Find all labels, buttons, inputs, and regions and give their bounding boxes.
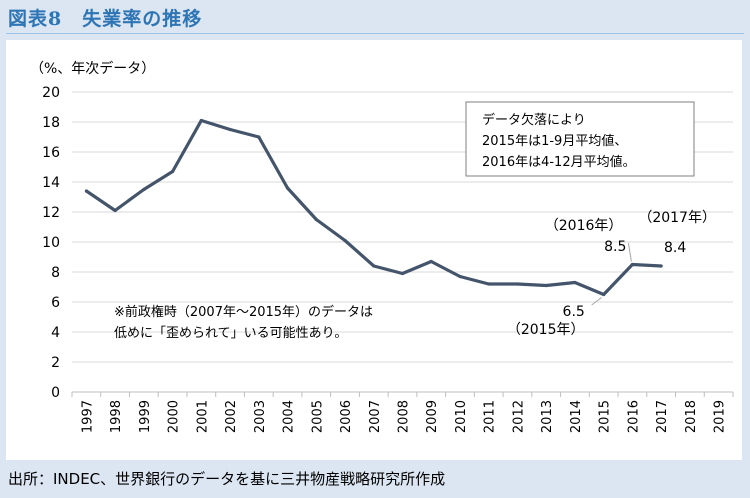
x-tick-label: 2013 <box>540 400 555 433</box>
x-tick-label: 2002 <box>224 400 239 433</box>
data-point-2017 <box>659 264 663 268</box>
data-point-2015 <box>602 292 606 297</box>
unemployment-line-chart: 0 2 4 6 8 10 12 14 16 18 20 1997 1998 1999 2000 2001 20… <box>30 60 734 433</box>
x-tick-label: 2007 <box>368 400 383 433</box>
data-point-2009 <box>429 259 433 264</box>
previous-government-note-line: ※前政権時（2007年～2015年）のデータは <box>114 304 373 320</box>
leader-line-2016 <box>627 242 632 262</box>
data-point-2000 <box>170 169 175 174</box>
previous-government-note: ※前政権時（2007年～2015年）のデータは低めに「歪められて」いる可能性あり… <box>114 304 373 341</box>
x-tick-label: 2006 <box>339 400 354 433</box>
y-tick-label: 2 <box>51 355 60 371</box>
data-point-2012 <box>515 282 520 286</box>
x-tick-label: 2018 <box>684 400 699 433</box>
data-label-2016: （2016年） <box>545 218 623 234</box>
data-point-2002 <box>228 127 232 132</box>
title-divider <box>6 33 744 34</box>
data-label-2016: 8.5 <box>604 239 626 255</box>
x-tick-label: 2010 <box>454 400 469 433</box>
data-gap-note: データ欠落により 2015年は1-9月平均値、 2016年は4-12月平均値。 <box>482 112 636 170</box>
data-point-1998 <box>113 208 117 213</box>
x-tick-label: 2009 <box>425 400 440 433</box>
data-point-2004 <box>285 186 290 190</box>
leader-line-2015 <box>591 297 602 306</box>
y-tick-label: 12 <box>42 205 60 221</box>
y-tick-label: 18 <box>42 115 60 131</box>
x-tick-label: 2015 <box>598 400 613 433</box>
data-point-2010 <box>458 274 462 279</box>
data-point-2016 <box>630 262 635 267</box>
x-axis-ticks: 1997 1998 1999 2000 2001 2002 2003 2004 2005 2006… <box>71 392 734 433</box>
data-point-2008 <box>400 271 405 276</box>
data-gap-note-box <box>465 101 695 177</box>
data-point-2003 <box>257 135 261 139</box>
x-tick-label: 2000 <box>167 400 182 433</box>
data-label-2015: （2015年） <box>507 322 585 338</box>
x-tick-label: 2003 <box>253 400 268 433</box>
y-tick-label: 8 <box>51 265 60 281</box>
y-tick-label: 10 <box>42 235 60 251</box>
x-tick-label: 2012 <box>511 400 526 433</box>
data-gap-note-line: 2015年は1-9月平均値、 <box>482 133 627 149</box>
data-label-2015: 6.5 <box>563 304 585 320</box>
data-point-2013 <box>544 283 548 288</box>
x-tick-label: 2008 <box>397 400 412 433</box>
x-tick-label: 2011 <box>483 400 498 433</box>
data-points <box>84 118 663 297</box>
y-tick-label: 0 <box>51 385 60 401</box>
x-tick-label: 2004 <box>282 400 297 433</box>
x-tick-label: 2014 <box>569 400 584 433</box>
data-point-2006 <box>343 238 347 243</box>
y-axis-unit-label: （%、年次データ） <box>30 60 155 77</box>
data-point-2007 <box>372 264 376 268</box>
data-point-2001 <box>199 118 203 123</box>
grid-lines <box>72 91 733 363</box>
x-tick-label: 2017 <box>655 400 670 433</box>
y-tick-label: 14 <box>42 175 60 191</box>
x-tick-label: 1998 <box>109 400 124 433</box>
data-gap-note-line: 2016年は4-12月平均値。 <box>482 154 636 170</box>
x-tick-label: 2001 <box>195 400 210 433</box>
data-point-2005 <box>314 217 318 222</box>
data-point-1999 <box>142 187 146 192</box>
data-point-2011 <box>487 282 491 286</box>
y-tick-label: 6 <box>51 295 60 311</box>
x-tick-label: 1997 <box>80 400 95 433</box>
x-tick-label: 2019 <box>713 400 728 433</box>
data-label-2017: （2017年） <box>638 210 716 226</box>
x-tick-label: 2016 <box>626 400 641 433</box>
previous-government-note-line: 低めに「歪められて」いる可能性あり。 <box>114 326 347 341</box>
source-note: 出所：INDEC、世界銀行のデータを基に三井物産戦略研究所作成 <box>8 470 446 488</box>
chart-panel: 0 2 4 6 8 10 12 14 16 18 20 1997 1998 1999 2000 2001 20… <box>6 40 742 460</box>
y-tick-label: 4 <box>51 325 60 341</box>
y-tick-label: 16 <box>42 145 60 161</box>
figure-title: 図表8 失業率の推移 <box>8 8 203 30</box>
y-tick-label: 20 <box>42 85 60 101</box>
data-gap-note-line: データ欠落により <box>482 112 586 128</box>
x-tick-label: 1999 <box>138 400 153 433</box>
data-point-1997 <box>84 189 88 193</box>
y-axis-ticks: 0 2 4 6 8 10 12 14 16 18 20 <box>42 85 60 401</box>
data-labels: （2016年） 8.5 （2017年） 8.4 6.5 （2015年） <box>507 210 716 338</box>
data-label-2017: 8.4 <box>664 240 686 256</box>
data-point-2014 <box>573 280 577 285</box>
x-tick-label: 2005 <box>310 400 325 433</box>
